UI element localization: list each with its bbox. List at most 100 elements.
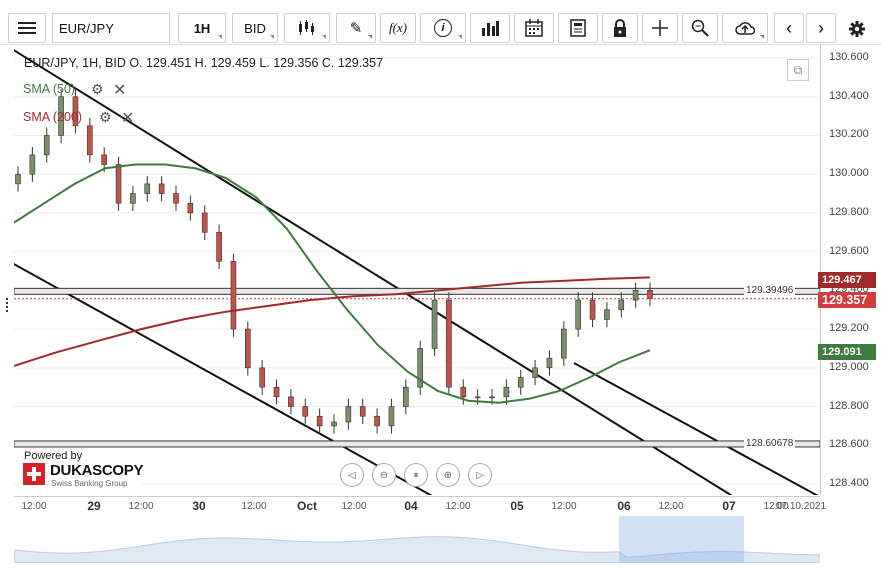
candle-body bbox=[604, 309, 610, 320]
info-icon: i bbox=[434, 19, 452, 37]
candles-icon bbox=[299, 20, 314, 35]
sma200-close-icon[interactable]: ✕ bbox=[121, 110, 135, 127]
crosshair-button[interactable] bbox=[642, 13, 678, 43]
price-axis[interactable]: 130.600 130.400 130.200 130.000 129.800 129.6… bbox=[820, 45, 881, 495]
sma200-line bbox=[14, 276, 651, 367]
sma200-settings-icon[interactable]: ⚙ bbox=[99, 109, 112, 125]
next-button[interactable]: › bbox=[806, 13, 836, 43]
x-tick-label: 29 bbox=[87, 499, 101, 513]
settings-button[interactable] bbox=[844, 18, 870, 40]
sma50-label[interactable]: SMA (50) bbox=[23, 82, 76, 96]
last-price-badge: 129.357 bbox=[818, 292, 876, 308]
candle-body bbox=[29, 154, 36, 175]
y-tick-label: 129.600 bbox=[829, 244, 869, 257]
x-tick-label: 12:00 bbox=[445, 501, 471, 512]
x-tick-label: 12:00 bbox=[551, 501, 577, 512]
zoom-icon bbox=[691, 19, 709, 37]
calendar-button[interactable] bbox=[514, 13, 554, 43]
x-tick-label: Oct bbox=[296, 499, 318, 513]
function-button[interactable]: f(x) bbox=[380, 13, 416, 43]
candle-body bbox=[144, 183, 151, 194]
bar-chart-button[interactable] bbox=[470, 13, 510, 43]
candle-body bbox=[546, 357, 553, 369]
zoom-in-button[interactable]: ⊕ bbox=[436, 463, 460, 487]
upload-icon bbox=[735, 22, 755, 35]
candle-body bbox=[517, 377, 524, 388]
draw-button[interactable]: ✎ bbox=[336, 13, 376, 43]
chart-type-button[interactable] bbox=[284, 13, 330, 43]
candle-body bbox=[43, 135, 50, 156]
x-tick-label: 12:00 bbox=[658, 501, 684, 512]
y-tick-label: 130.000 bbox=[829, 167, 869, 180]
interval-select[interactable]: 1H bbox=[178, 13, 226, 43]
reset-icon: ⏸ bbox=[413, 469, 419, 481]
navigator-panel[interactable] bbox=[13, 516, 821, 564]
time-axis[interactable]: 12:00 29 12:00 30 12:00 Oct 12:00 04 12:00 05 12:0… bbox=[14, 496, 826, 517]
candle-body bbox=[58, 96, 64, 136]
upper-level-label: 129.39496 bbox=[744, 285, 796, 296]
prev-button[interactable]: ‹ bbox=[774, 13, 804, 43]
zoom-out-button[interactable]: ⊖ bbox=[372, 463, 396, 487]
drag-handle[interactable] bbox=[6, 298, 11, 312]
lock-button[interactable] bbox=[602, 13, 638, 43]
candle-body bbox=[201, 212, 208, 233]
zoom-button[interactable] bbox=[682, 13, 718, 43]
dukascopy-branding[interactable]: Powered by DUKASCOPY Swiss Banking Group bbox=[20, 448, 144, 494]
candle-body bbox=[115, 164, 122, 204]
sma50-close-icon[interactable]: ✕ bbox=[113, 82, 127, 99]
candle-body bbox=[618, 299, 625, 311]
function-icon: f(x) bbox=[388, 20, 408, 35]
chart-navigation: ◁ ⊖ ⏸ ⊕ ▷ bbox=[340, 463, 492, 487]
scroll-right-button[interactable]: ▷ bbox=[468, 463, 492, 487]
y-tick-label: 130.600 bbox=[829, 51, 869, 63]
symbol-input[interactable] bbox=[52, 13, 170, 43]
price-type-label: BID bbox=[244, 20, 266, 36]
sma50-settings-icon[interactable]: ⚙ bbox=[91, 81, 104, 97]
candle-body bbox=[561, 328, 567, 359]
candle-body bbox=[216, 231, 222, 262]
x-tick-label: 12:00 bbox=[341, 501, 367, 512]
x-tick-label: 12:00 bbox=[763, 501, 789, 512]
trendline-lower bbox=[14, 262, 433, 495]
swiss-cross-logo bbox=[23, 463, 45, 485]
candle-body bbox=[632, 290, 639, 301]
candle-body bbox=[173, 193, 179, 204]
menu-button[interactable] bbox=[8, 13, 46, 43]
bar-chart-icon bbox=[482, 21, 499, 36]
scroll-left-button[interactable]: ◁ bbox=[340, 463, 364, 487]
candle-body bbox=[230, 261, 237, 330]
candle-body bbox=[187, 202, 194, 214]
company-name: DUKASCOPY bbox=[50, 462, 144, 479]
candle-body bbox=[316, 415, 323, 427]
upload-button[interactable] bbox=[722, 13, 768, 43]
candle-body bbox=[489, 396, 495, 399]
sma200-label[interactable]: SMA (200) bbox=[23, 110, 83, 124]
candle-body bbox=[460, 386, 467, 398]
navigator-chart[interactable] bbox=[13, 516, 821, 564]
x-tick-label: 12:00 bbox=[241, 501, 267, 512]
x-tick-label: 07 bbox=[722, 499, 736, 513]
zoom-out-icon: ⊖ bbox=[379, 469, 389, 481]
next-icon: › bbox=[818, 17, 824, 38]
y-tick-label: 129.800 bbox=[829, 205, 869, 218]
expand-chart-button[interactable]: ⧉ bbox=[787, 59, 809, 81]
candle-body bbox=[575, 299, 581, 330]
candle-body bbox=[359, 406, 366, 417]
toolbar: 1H BID ✎ f(x) i ‹ › bbox=[0, 0, 881, 45]
news-button[interactable] bbox=[558, 13, 598, 43]
reset-view-button[interactable]: ⏸ bbox=[404, 463, 428, 487]
y-tick-label: 129.000 bbox=[829, 360, 869, 373]
sma50-badge: 129.091 bbox=[818, 344, 876, 360]
price-type-select[interactable]: BID bbox=[232, 13, 278, 43]
ohlc-summary: EUR/JPY, 1H, BID O. 129.451 H. 129.459 L… bbox=[24, 56, 384, 70]
candle-body bbox=[589, 299, 596, 320]
price-chart[interactable] bbox=[14, 45, 820, 495]
chart-plot-area[interactable] bbox=[14, 45, 820, 495]
crosshair-icon bbox=[652, 20, 668, 36]
info-button[interactable]: i bbox=[420, 13, 466, 43]
y-tick-label: 129.200 bbox=[829, 322, 869, 335]
x-tick-label: 12:00 bbox=[128, 501, 154, 512]
y-tick-label: 130.400 bbox=[829, 89, 869, 102]
candle-body bbox=[647, 290, 653, 299]
candle-body bbox=[245, 328, 251, 369]
